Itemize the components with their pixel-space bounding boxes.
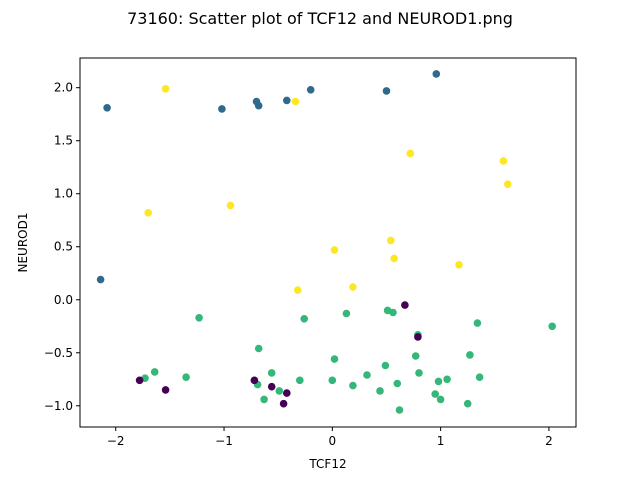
y-tick-label-4: 1.0 xyxy=(54,187,73,201)
x-tick-label-0: −2 xyxy=(107,434,125,448)
scatter-point-53 xyxy=(436,395,445,404)
scatter-point-32 xyxy=(411,352,420,360)
scatter-point-62 xyxy=(283,389,291,397)
scatter-point-33 xyxy=(466,351,474,359)
x-tick-label-3: 1 xyxy=(437,434,445,448)
scatter-point-60 xyxy=(267,382,276,391)
scatter-point-15 xyxy=(226,201,235,210)
scatter-point-28 xyxy=(473,319,482,327)
scatter-point-11 xyxy=(406,149,415,158)
y-axis-label: NEUROD1 xyxy=(16,213,30,273)
scatter-point-4 xyxy=(283,96,291,105)
scatter-point-49 xyxy=(275,387,284,395)
y-tick-label-0: −1.0 xyxy=(44,399,73,413)
scatter-point-51 xyxy=(431,390,440,398)
scatter-point-0 xyxy=(103,104,111,112)
y-tick-label-3: 0.5 xyxy=(54,240,73,254)
scatter-point-48 xyxy=(393,379,402,388)
scatter-point-10 xyxy=(291,97,300,106)
x-tick-label-2: 0 xyxy=(329,434,337,448)
scatter-point-57 xyxy=(414,333,422,341)
x-tick-label-1: −1 xyxy=(215,434,233,448)
scatter-point-13 xyxy=(504,180,512,188)
scatter-point-7 xyxy=(432,70,441,78)
points-layer xyxy=(96,70,556,414)
scatter-point-52 xyxy=(260,395,268,404)
scatter-point-16 xyxy=(387,236,395,245)
scatter-point-46 xyxy=(434,377,443,386)
y-tick-label-1: −0.5 xyxy=(44,346,73,360)
scatter-point-24 xyxy=(342,309,351,318)
scatter-point-63 xyxy=(279,399,288,408)
scatter-point-37 xyxy=(363,371,371,379)
scatter-point-31 xyxy=(330,355,339,363)
scatter-point-50 xyxy=(376,387,384,395)
scatter-point-45 xyxy=(328,376,337,385)
scatter-point-30 xyxy=(254,344,263,353)
scatter-point-42 xyxy=(475,373,484,382)
scatter-point-6 xyxy=(382,87,391,95)
scatter-point-18 xyxy=(390,254,398,263)
chart-title: 73160: Scatter plot of TCF12 and NEUROD1… xyxy=(127,9,513,28)
scatter-point-58 xyxy=(135,376,144,385)
scatter-point-56 xyxy=(401,301,409,309)
scatter-point-26 xyxy=(389,308,397,317)
x-axis-label: TCF12 xyxy=(308,457,346,471)
scatter-point-34 xyxy=(381,361,390,370)
scatter-point-44 xyxy=(296,376,304,385)
scatter-point-23 xyxy=(300,315,309,323)
scatter-point-36 xyxy=(267,369,276,377)
scatter-point-22 xyxy=(195,314,203,322)
scatter-point-8 xyxy=(96,275,105,284)
scatter-point-38 xyxy=(415,369,423,377)
y-tick-label-5: 1.5 xyxy=(54,134,73,148)
scatter-point-5 xyxy=(306,86,315,94)
scatter-point-59 xyxy=(250,376,259,385)
scatter-point-20 xyxy=(293,286,302,295)
y-tick-label-6: 2.0 xyxy=(54,81,73,95)
scatter-point-17 xyxy=(330,246,339,254)
scatter-point-19 xyxy=(455,261,463,269)
scatter-point-21 xyxy=(349,283,357,291)
scatter-point-14 xyxy=(144,209,152,217)
scatter-point-55 xyxy=(395,406,404,414)
x-axis-ticks: −2 −1 0 1 2 xyxy=(107,427,553,448)
scatter-point-1 xyxy=(218,105,226,113)
scatter-point-29 xyxy=(548,322,556,331)
y-axis-ticks: −1.0 −0.5 0.0 0.5 1.0 1.5 2.0 xyxy=(44,81,80,413)
scatter-point-61 xyxy=(161,386,170,394)
x-tick-label-4: 2 xyxy=(545,434,553,448)
scatter-point-54 xyxy=(463,399,472,408)
scatter-point-9 xyxy=(161,85,170,93)
scatter-point-40 xyxy=(182,373,190,382)
scatter-point-41 xyxy=(443,375,451,384)
scatter-point-12 xyxy=(499,157,508,165)
scatter-point-47 xyxy=(349,381,357,390)
scatter-point-3 xyxy=(254,101,263,110)
y-tick-label-2: 0.0 xyxy=(54,293,73,307)
scatter-point-35 xyxy=(150,368,159,376)
plot-frame xyxy=(79,57,577,428)
